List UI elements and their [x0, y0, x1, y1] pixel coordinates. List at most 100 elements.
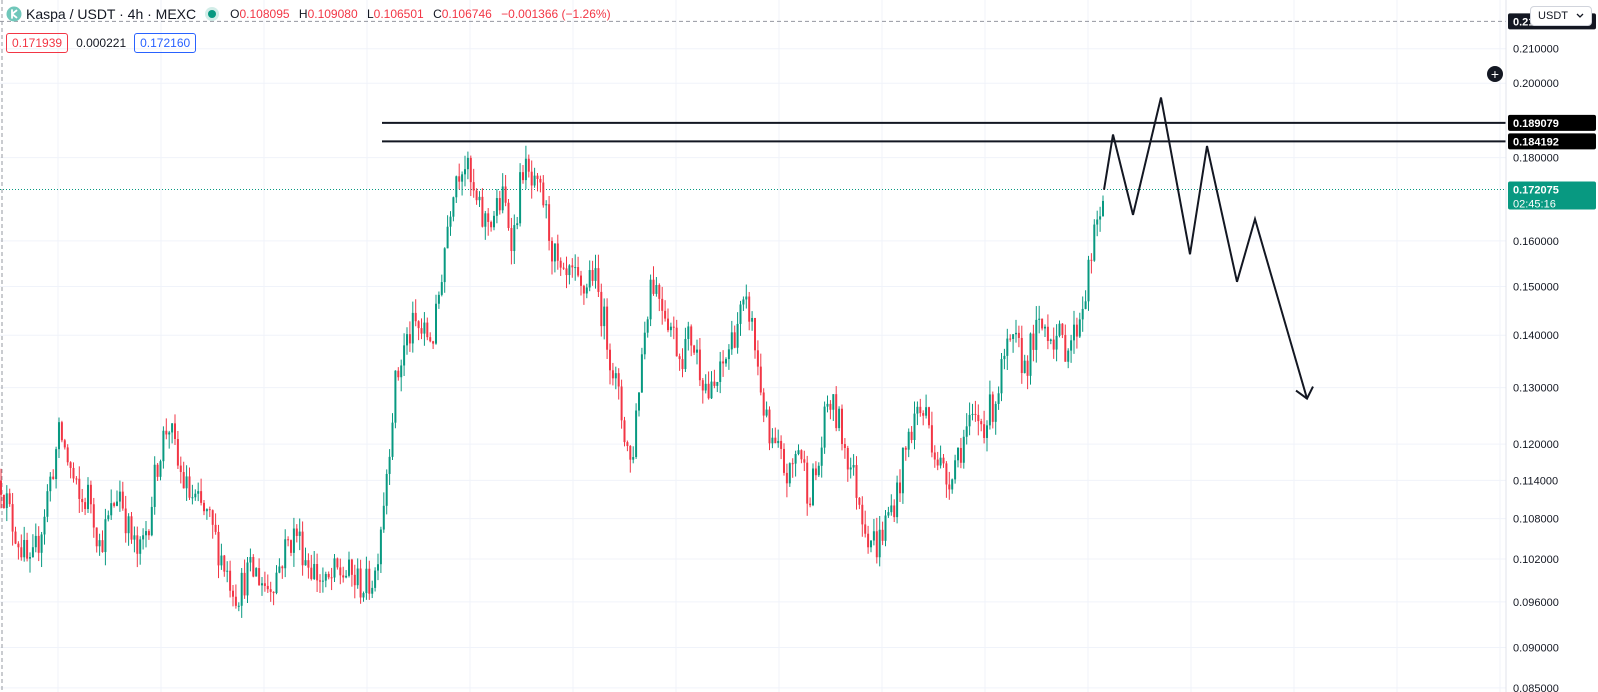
candle-body	[635, 410, 638, 458]
candle-body	[356, 568, 359, 586]
candle-body	[194, 493, 197, 498]
candle-body	[133, 535, 136, 540]
candle-body	[310, 567, 313, 579]
candle-body	[962, 436, 965, 463]
candle-body	[281, 566, 284, 569]
candle-body	[101, 540, 104, 553]
buy-button[interactable]: 0.172160	[134, 33, 197, 53]
candle-body	[327, 573, 330, 578]
candle-body	[617, 373, 620, 387]
candle-body	[887, 512, 890, 516]
candle-body	[1067, 350, 1070, 362]
candle-body	[957, 447, 959, 461]
candle-body	[582, 285, 585, 294]
candle-body	[458, 176, 461, 182]
candle-body	[777, 440, 780, 444]
candle-body	[896, 482, 899, 518]
candle-body	[127, 516, 130, 534]
candle-body	[52, 476, 55, 480]
candle-body	[487, 213, 490, 222]
candle-body	[870, 540, 872, 548]
candles	[0, 145, 1104, 618]
price-tick-label: 0.180000	[1513, 153, 1559, 165]
candle-body	[1073, 324, 1075, 341]
candle-body	[690, 326, 693, 346]
add-alert-icon[interactable]: +	[1487, 66, 1503, 82]
candle-body	[861, 504, 864, 525]
candle-body	[304, 560, 307, 566]
candle-body	[95, 527, 98, 547]
candle-body	[252, 557, 255, 577]
axis-background	[1506, 0, 1598, 692]
candle-body	[867, 533, 870, 548]
candle-body	[40, 534, 43, 553]
price-tick-label: 0.085000	[1513, 683, 1559, 692]
candle-body	[626, 442, 629, 447]
candle-body	[240, 572, 243, 606]
candle-body	[452, 197, 455, 217]
candle-body	[350, 559, 353, 575]
candle-body	[881, 529, 884, 541]
candle-body	[75, 478, 78, 480]
currency-label: USDT	[1538, 10, 1568, 22]
candle-body	[1044, 326, 1046, 329]
candle-body	[727, 349, 730, 360]
candle-body	[437, 294, 440, 304]
candle-body	[806, 462, 809, 504]
candle-body	[1058, 323, 1061, 336]
candle-body	[965, 426, 968, 437]
candle-body	[139, 539, 142, 554]
candle-body	[1035, 319, 1038, 350]
candle-body	[84, 502, 87, 510]
countdown-label: 02:45:16	[1513, 198, 1556, 210]
symbol-title[interactable]: Kaspa / USDT · 4h · MEXC	[26, 6, 197, 22]
candle-body	[858, 497, 861, 505]
candle-body	[58, 422, 60, 450]
candle-body	[855, 465, 858, 498]
candle-body	[1093, 224, 1096, 261]
candle-body	[725, 359, 727, 364]
candle-body	[330, 577, 333, 579]
candle-body	[182, 472, 185, 489]
candle-body	[359, 568, 362, 598]
candle-body	[916, 406, 919, 414]
price-axis[interactable]: 0.210000 0.200000 0.180000 0.160000 0.150000…	[1505, 0, 1598, 692]
candle-body	[919, 406, 922, 414]
candle-body	[910, 431, 913, 440]
candle-body	[484, 213, 487, 227]
chevron-down-icon	[1576, 13, 1584, 18]
candle-body	[1090, 259, 1093, 261]
candle-body	[701, 380, 704, 391]
candle-body	[928, 407, 930, 426]
candle-body	[933, 452, 936, 460]
candle-body	[872, 531, 875, 541]
resistance-lines[interactable]	[382, 121, 1506, 143]
candle-body	[1006, 338, 1009, 356]
sell-button[interactable]: 0.171939	[6, 33, 69, 53]
price-tick-label: 0.140000	[1513, 330, 1559, 342]
candle-body	[672, 326, 675, 328]
candle-body	[168, 432, 171, 435]
candle-body	[400, 365, 403, 378]
candle-body	[284, 539, 287, 569]
candle-body	[791, 463, 794, 465]
candle-body	[884, 515, 887, 541]
candle-body	[324, 573, 327, 581]
candle-body	[333, 558, 336, 578]
candle-body	[150, 506, 153, 536]
candle-body	[200, 491, 203, 503]
projection-path[interactable]	[1103, 97, 1314, 401]
candle-body	[913, 413, 916, 440]
currency-select[interactable]: USDT	[1530, 6, 1592, 26]
candle-body	[1003, 355, 1006, 360]
candle-body	[92, 504, 95, 528]
candle-body	[536, 175, 539, 179]
candle-body	[379, 529, 382, 565]
candle-body	[507, 202, 510, 229]
candle-body	[632, 457, 635, 460]
candle-body	[707, 383, 710, 399]
close-value: 0.106746	[441, 7, 492, 21]
candle-body	[817, 465, 820, 476]
candle-body	[136, 535, 139, 554]
